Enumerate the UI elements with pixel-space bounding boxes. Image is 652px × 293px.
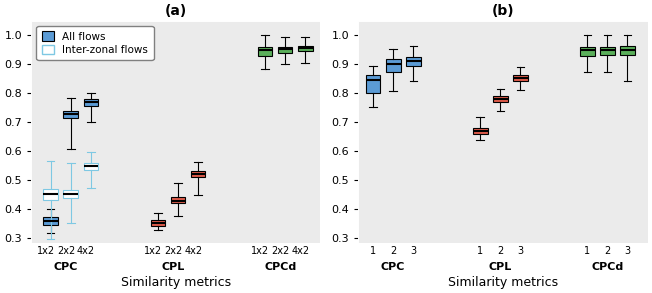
PathPatch shape (171, 197, 185, 203)
Text: CPCd: CPCd (264, 262, 297, 272)
PathPatch shape (63, 110, 78, 118)
Text: CPCd: CPCd (591, 262, 623, 272)
PathPatch shape (151, 220, 165, 226)
PathPatch shape (620, 46, 635, 55)
Text: CPC: CPC (54, 262, 78, 272)
PathPatch shape (298, 46, 312, 51)
PathPatch shape (580, 47, 595, 56)
X-axis label: Similarity metrics: Similarity metrics (448, 275, 558, 289)
PathPatch shape (493, 96, 508, 102)
PathPatch shape (44, 217, 58, 224)
PathPatch shape (278, 47, 293, 53)
Legend: All flows, Inter-zonal flows: All flows, Inter-zonal flows (37, 26, 154, 60)
Text: CPL: CPL (162, 262, 185, 272)
PathPatch shape (473, 128, 488, 134)
PathPatch shape (366, 75, 380, 93)
Title: (a): (a) (165, 4, 187, 18)
PathPatch shape (63, 190, 78, 198)
Title: (b): (b) (492, 4, 514, 18)
Text: CPL: CPL (488, 262, 512, 272)
PathPatch shape (513, 75, 527, 81)
PathPatch shape (83, 163, 98, 170)
X-axis label: Similarity metrics: Similarity metrics (121, 275, 231, 289)
PathPatch shape (386, 59, 400, 71)
PathPatch shape (83, 99, 98, 106)
PathPatch shape (190, 171, 205, 178)
PathPatch shape (44, 189, 58, 200)
PathPatch shape (258, 47, 273, 56)
Text: CPC: CPC (381, 262, 406, 272)
PathPatch shape (600, 47, 615, 55)
PathPatch shape (406, 57, 421, 66)
